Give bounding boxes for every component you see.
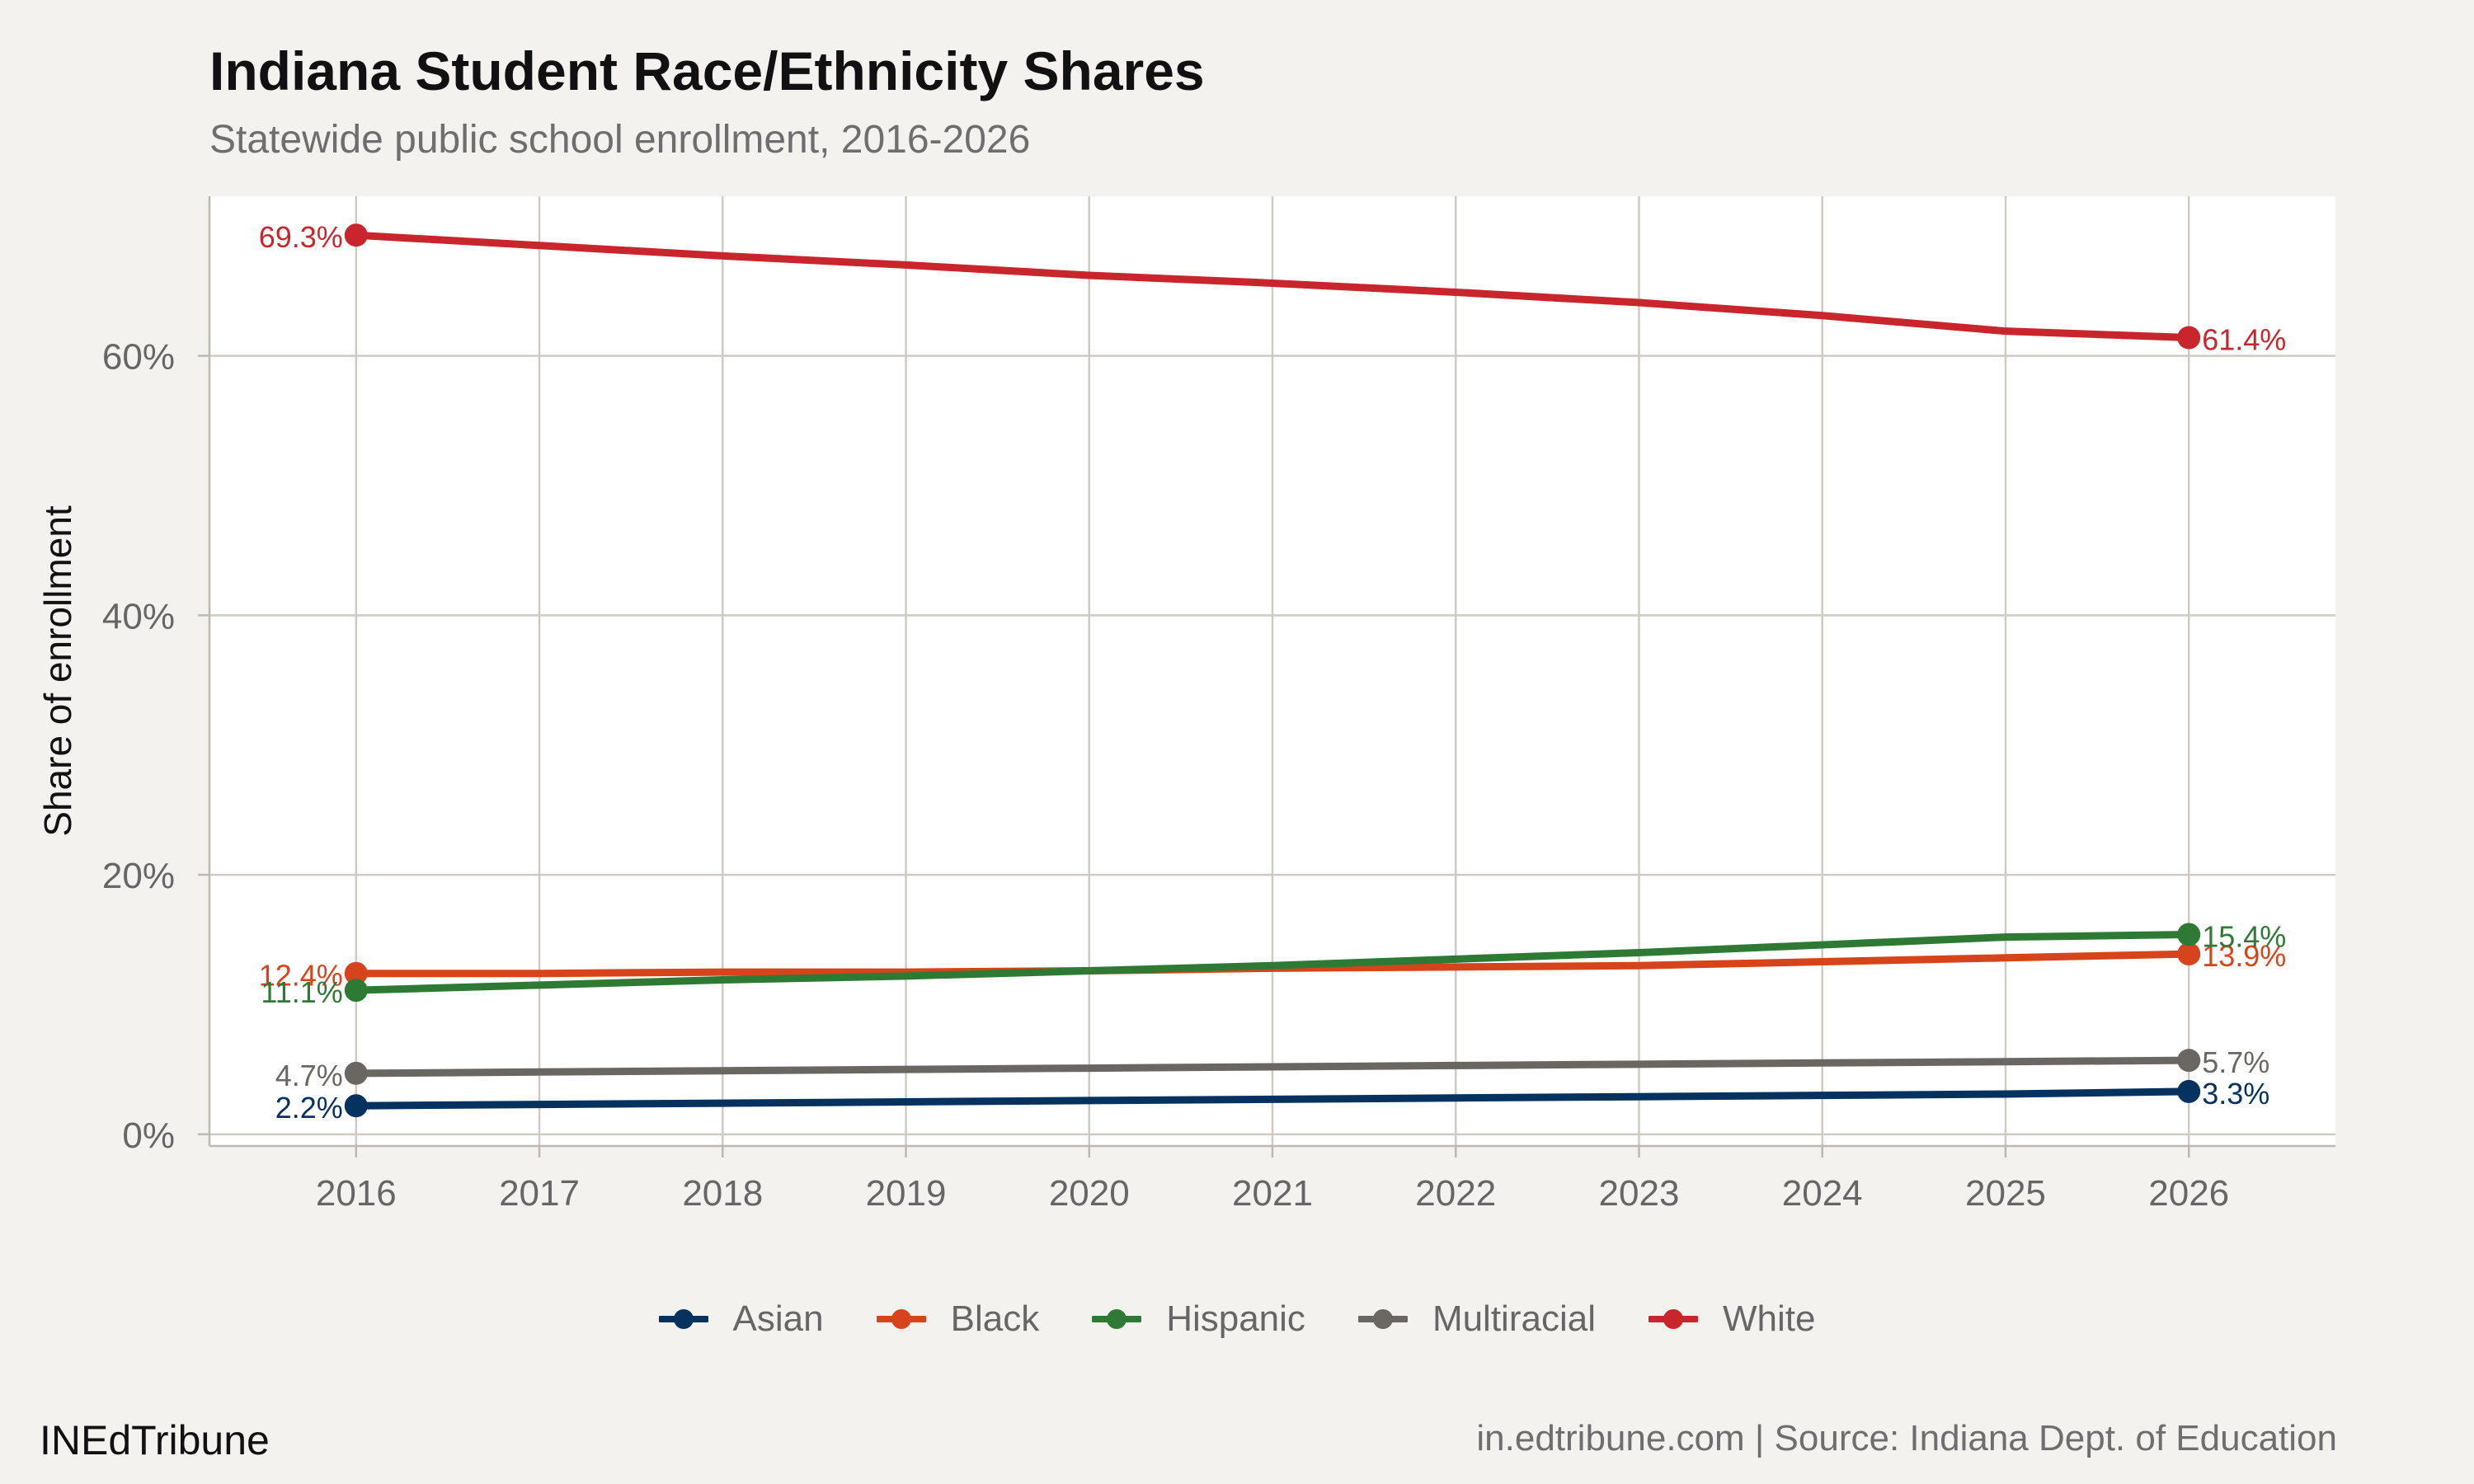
y-tick-label: 40% bbox=[102, 596, 175, 636]
data-label-asian-end: 3.3% bbox=[2202, 1077, 2269, 1111]
legend-key-point bbox=[891, 1309, 911, 1329]
legend-key-white bbox=[1648, 1309, 1698, 1329]
chart-title: Indiana Student Race/Ethnicity Shares bbox=[209, 40, 1205, 101]
footer-brand: INEdTribune bbox=[40, 1417, 270, 1463]
x-tick-label: 2017 bbox=[499, 1173, 580, 1214]
point-multiracial-end bbox=[2177, 1049, 2201, 1073]
legend-item-white: White bbox=[1648, 1298, 1816, 1340]
legend-label-multiracial: Multiracial bbox=[1432, 1298, 1596, 1339]
legend-key-multiracial bbox=[1357, 1309, 1408, 1329]
chart-subtitle: Statewide public school enrollment, 2016… bbox=[209, 118, 1031, 162]
legend-label-white: White bbox=[1722, 1298, 1816, 1339]
point-white-start bbox=[344, 223, 368, 247]
data-label-multiracial-end: 5.7% bbox=[2202, 1045, 2269, 1079]
legend-item-black: Black bbox=[876, 1298, 1040, 1340]
chart-legend: Asian Black Hispanic Multiracial White bbox=[0, 1290, 2474, 1348]
point-hispanic-end bbox=[2177, 923, 2201, 946]
point-black-start bbox=[344, 961, 368, 985]
point-multiracial-start bbox=[344, 1061, 368, 1085]
y-axis-label: Share of enrollment bbox=[36, 505, 79, 837]
x-tick-label: 2026 bbox=[2148, 1173, 2229, 1214]
x-tick-label: 2016 bbox=[316, 1173, 397, 1214]
y-tick-label: 0% bbox=[122, 1115, 175, 1156]
data-label-hispanic-end: 15.4% bbox=[2202, 919, 2286, 953]
point-hispanic-start bbox=[344, 979, 368, 1003]
x-tick-label: 2024 bbox=[1782, 1173, 1863, 1214]
x-tick-label: 2019 bbox=[866, 1173, 947, 1214]
legend-key-point bbox=[1107, 1309, 1127, 1329]
point-black-end bbox=[2177, 942, 2201, 966]
data-label-white-start: 69.3% bbox=[259, 220, 343, 254]
data-label-asian-start: 2.2% bbox=[275, 1091, 343, 1125]
x-tick-label: 2018 bbox=[682, 1173, 763, 1214]
series-lines bbox=[344, 223, 2201, 1118]
x-tick-label: 2022 bbox=[1415, 1173, 1496, 1214]
point-asian-end bbox=[2177, 1079, 2201, 1103]
data-label-hispanic-start: 11.1% bbox=[261, 975, 342, 1009]
legend-label-hispanic: Hispanic bbox=[1166, 1298, 1305, 1339]
legend-key-point bbox=[1372, 1309, 1393, 1329]
legend-key-hispanic bbox=[1092, 1309, 1142, 1329]
legend-key-point bbox=[673, 1309, 694, 1329]
legend-key-point bbox=[1663, 1309, 1683, 1329]
data-label-black-start: 12.4% bbox=[259, 959, 343, 993]
data-label-black-end: 13.9% bbox=[2202, 939, 2286, 973]
legend-item-asian: Asian bbox=[658, 1298, 824, 1340]
footer-source: in.edtribune.com | Source: Indiana Dept.… bbox=[1476, 1418, 2337, 1458]
legend-item-hispanic: Hispanic bbox=[1092, 1298, 1305, 1340]
legend-key-asian bbox=[658, 1309, 708, 1329]
series-line-asian bbox=[352, 1087, 2193, 1110]
y-tick-label: 60% bbox=[102, 337, 175, 378]
x-tick-label: 2020 bbox=[1049, 1173, 1130, 1214]
axes: 0% 20% 40% 60% 2016 2017 2018 2019 2020 2021 2022 2… bbox=[102, 196, 2335, 1214]
legend-label-black: Black bbox=[950, 1298, 1040, 1339]
point-white-end bbox=[2177, 326, 2201, 350]
point-asian-start bbox=[344, 1094, 368, 1118]
y-tick-label: 20% bbox=[102, 856, 175, 896]
x-tick-label: 2021 bbox=[1232, 1173, 1313, 1214]
legend-label-asian: Asian bbox=[732, 1298, 824, 1339]
data-label-multiracial-start: 4.7% bbox=[275, 1059, 343, 1092]
legend-item-multiracial: Multiracial bbox=[1357, 1298, 1596, 1340]
series-line-multiracial bbox=[352, 1056, 2193, 1078]
x-tick-label: 2025 bbox=[1965, 1173, 2046, 1214]
series-line-white bbox=[352, 231, 2193, 342]
x-tick-label: 2023 bbox=[1599, 1173, 1680, 1214]
data-label-white-end: 61.4% bbox=[2202, 323, 2286, 357]
legend-key-black bbox=[876, 1309, 926, 1329]
data-labels: 2.2% 3.3% 12.4% 13.9% 11.1% 15.4% 4.7% 5.7% 69.3… bbox=[259, 220, 2287, 1125]
series-line-hispanic bbox=[352, 930, 2193, 994]
